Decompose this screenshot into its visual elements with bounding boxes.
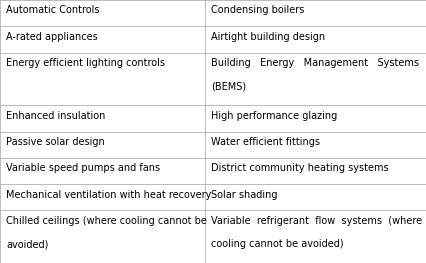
Text: Solar shading: Solar shading [210,190,277,200]
Text: Energy efficient lighting controls: Energy efficient lighting controls [6,58,164,68]
Text: Building   Energy   Management   Systems

(BEMS): Building Energy Management Systems (BEMS… [210,58,418,91]
Text: District community heating systems: District community heating systems [210,163,388,173]
Text: Airtight building design: Airtight building design [210,32,324,42]
Text: Variable speed pumps and fans: Variable speed pumps and fans [6,163,160,173]
Text: Enhanced insulation: Enhanced insulation [6,111,105,121]
Text: High performance glazing: High performance glazing [210,111,337,121]
Text: Automatic Controls: Automatic Controls [6,6,99,16]
Text: Chilled ceilings (where cooling cannot be

avoided): Chilled ceilings (where cooling cannot b… [6,216,206,249]
Text: Water efficient fittings: Water efficient fittings [210,137,319,147]
Text: Condensing boilers: Condensing boilers [210,6,304,16]
Text: A-rated appliances: A-rated appliances [6,32,98,42]
Text: Mechanical ventilation with heat recovery: Mechanical ventilation with heat recover… [6,190,211,200]
Text: Passive solar design: Passive solar design [6,137,104,147]
Text: Variable  refrigerant  flow  systems  (where

cooling cannot be avoided): Variable refrigerant flow systems (where… [210,216,421,249]
